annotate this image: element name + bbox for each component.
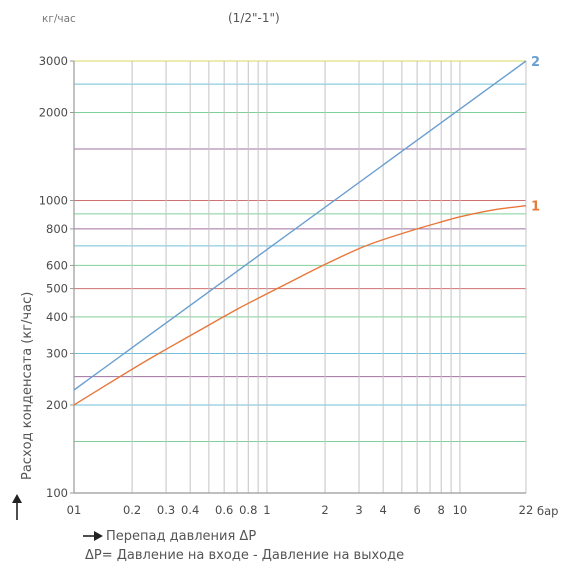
series-line-2 xyxy=(73,60,527,391)
x-tick-label: 0.4 xyxy=(181,503,199,517)
x-tick-label: 2 xyxy=(321,503,328,517)
y-tick-label: 300 xyxy=(46,346,68,360)
x-tick-label: 0.3 xyxy=(157,503,175,517)
x-tick-label: 6 xyxy=(413,503,420,517)
x-tick-label: 0.8 xyxy=(239,503,257,517)
y-tick-label: 2000 xyxy=(39,105,68,119)
grid xyxy=(73,60,527,494)
y-tick-label: 800 xyxy=(46,222,68,236)
series-label-2: 2 xyxy=(531,55,540,70)
series: 12 xyxy=(73,55,540,406)
x-tick-label: 01 xyxy=(67,503,82,517)
y-axis-label: Расход конденсата (кг/час) xyxy=(20,292,35,480)
y-unit-top: кг/час xyxy=(42,13,76,25)
x-tick-label: 22 xyxy=(519,503,534,517)
x-tick-label: 8 xyxy=(438,503,445,517)
y-tick-label: 500 xyxy=(46,282,68,296)
up-arrow-icon xyxy=(12,494,22,520)
y-tick-label: 100 xyxy=(46,486,68,500)
x-tick-label: 0.2 xyxy=(123,503,141,517)
y-tick-label: 3000 xyxy=(39,54,68,68)
y-tick-label: 400 xyxy=(46,310,68,324)
axes xyxy=(73,61,526,494)
x-unit: бар xyxy=(537,504,558,518)
series-label-1: 1 xyxy=(531,200,540,215)
chart-subtitle: (1/2"-1") xyxy=(228,11,280,25)
x-axis-label: Перепад давления ΔP xyxy=(106,529,256,544)
x-tick-label: 3 xyxy=(355,503,362,517)
x-tick-label: 10 xyxy=(453,503,468,517)
x-tick-label: 4 xyxy=(379,503,386,517)
y-tick-label: 1000 xyxy=(39,194,68,208)
x-tick-label: 0.6 xyxy=(215,503,233,517)
delta-p-note: ΔP= Давление на входе - Давление на выхо… xyxy=(85,548,404,563)
tick-labels: 100 200 300 400 500 600 800 1000 2000 3000 01 0.2 0.… xyxy=(39,54,534,517)
right-arrow-icon xyxy=(83,531,103,541)
series-line-1 xyxy=(73,205,527,406)
x-tick-label: 1 xyxy=(263,503,270,517)
y-tick-label: 600 xyxy=(46,258,68,272)
y-tick-label: 200 xyxy=(46,398,68,412)
